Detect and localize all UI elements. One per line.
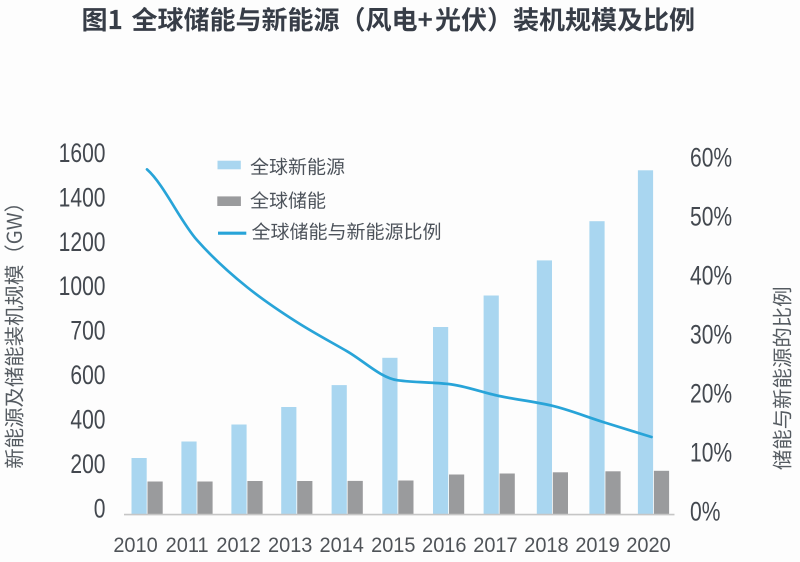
svg-text:400: 400 bbox=[70, 405, 105, 435]
svg-text:2018: 2018 bbox=[524, 534, 568, 557]
svg-text:2010: 2010 bbox=[113, 534, 157, 557]
svg-text:40%: 40% bbox=[690, 261, 732, 291]
svg-text:2013: 2013 bbox=[268, 534, 312, 557]
svg-text:1200: 1200 bbox=[59, 227, 106, 257]
svg-text:2012: 2012 bbox=[216, 534, 260, 557]
svg-text:1000: 1000 bbox=[59, 272, 106, 302]
svg-text:10%: 10% bbox=[690, 438, 732, 468]
svg-text:1400: 1400 bbox=[59, 183, 106, 213]
svg-text:30%: 30% bbox=[690, 320, 732, 350]
svg-text:20%: 20% bbox=[690, 379, 732, 409]
svg-text:2014: 2014 bbox=[320, 534, 364, 557]
svg-text:2015: 2015 bbox=[371, 534, 415, 557]
svg-text:2016: 2016 bbox=[422, 534, 466, 557]
svg-text:200: 200 bbox=[70, 449, 105, 479]
svg-text:700: 700 bbox=[70, 316, 105, 346]
svg-text:2017: 2017 bbox=[473, 534, 517, 557]
svg-text:1600: 1600 bbox=[59, 139, 106, 169]
svg-text:60%: 60% bbox=[690, 143, 732, 173]
svg-text:0%: 0% bbox=[690, 497, 720, 527]
svg-text:600: 600 bbox=[70, 361, 105, 391]
svg-text:50%: 50% bbox=[690, 202, 732, 232]
svg-text:0: 0 bbox=[94, 494, 106, 524]
svg-text:2019: 2019 bbox=[575, 534, 619, 557]
svg-text:2020: 2020 bbox=[626, 534, 670, 557]
svg-text:2011: 2011 bbox=[166, 534, 209, 557]
